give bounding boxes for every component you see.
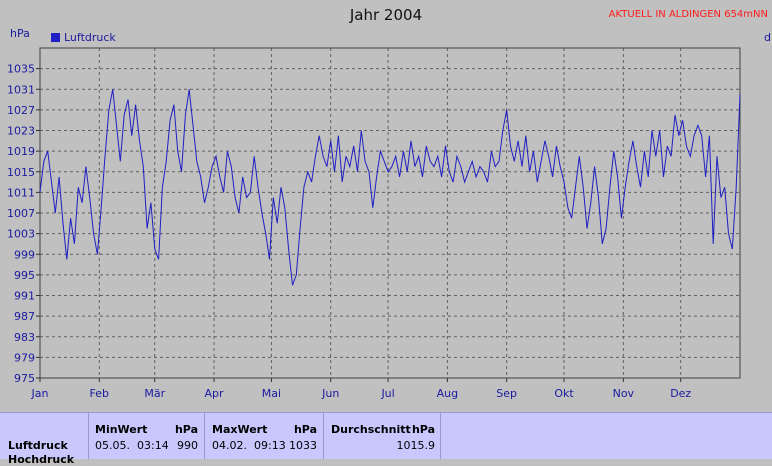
series-line-luftdruck — [39, 89, 741, 286]
max-header: MaxWert — [212, 423, 268, 436]
y-tick-label: 1023 — [7, 125, 35, 138]
min-unit: hPa — [174, 423, 198, 436]
y-tick-label: 1019 — [7, 145, 35, 158]
y-tick-label: 979 — [14, 351, 35, 364]
y-tick-label: 991 — [14, 290, 35, 303]
plot-svg: 975 979 983 987 991 995 999 1003 1007 1011 1015 101… — [7, 47, 741, 400]
max-unit: hPa — [293, 423, 317, 436]
x-tick-label: Okt — [554, 387, 574, 400]
y-tick-label: 1031 — [7, 83, 35, 96]
min-header: MinWert — [95, 423, 148, 436]
y-tick-label: 1027 — [7, 104, 35, 117]
legend-swatch — [51, 33, 60, 42]
y-tick-label: 1011 — [7, 186, 35, 199]
legend-label: Luftdruck — [64, 31, 116, 44]
stats-panel: Luftdruck Hochdruck MinWert hPa 05.05. 0… — [0, 412, 772, 466]
min-date: 05.05. — [95, 439, 130, 452]
x-tick-label: Mai — [262, 387, 281, 400]
chart-title: Jahr 2004 — [349, 6, 423, 24]
row-label-2: Hochdruck — [8, 453, 75, 466]
chart-area: Jahr 2004 AKTUELL IN ALDINGEN 654mNN hPa… — [7, 6, 771, 400]
stats-row-label-cell: Luftdruck Hochdruck — [0, 413, 89, 466]
y-tick-label: 1003 — [7, 228, 35, 241]
min-value: 990 — [177, 439, 198, 452]
x-tick-label: Sep — [496, 387, 517, 400]
x-tick-label: Nov — [613, 387, 635, 400]
y-tick-label: 983 — [14, 331, 35, 344]
row-label: Luftdruck — [8, 439, 68, 452]
max-time: 09:13 — [254, 439, 286, 452]
y-tick-label: 1035 — [7, 63, 35, 76]
avg-value: 1015.9 — [396, 439, 436, 452]
x-tick-label: Apr — [205, 387, 225, 400]
y-tick-label: 1015 — [7, 166, 35, 179]
x-tick-label: Dez — [670, 387, 691, 400]
y-unit-label: hPa — [10, 27, 30, 40]
x-tick-label: Jan — [31, 387, 49, 400]
max-date: 04.02. — [212, 439, 247, 452]
avg-cell: Durchschnitt hPa 1015.9 — [324, 413, 441, 459]
y-tick-label: 1007 — [7, 207, 35, 220]
avg-header: Durchschnitt — [331, 423, 411, 436]
min-cell: MinWert hPa 05.05. 03:14 990 — [89, 413, 205, 459]
plot-frame — [39, 47, 741, 379]
y-tick-label: 975 — [14, 372, 35, 385]
min-time: 03:14 — [137, 439, 169, 452]
x-tick-label: Aug — [437, 387, 458, 400]
cut-off-label: d — [764, 31, 771, 44]
y-tick-label: 995 — [14, 269, 35, 282]
x-tick-label: Jun — [321, 387, 339, 400]
legend: Luftdruck — [51, 31, 116, 44]
x-tick-label: Jul — [380, 387, 394, 400]
x-tick-label: Mär — [144, 387, 165, 400]
x-tick-label: Feb — [90, 387, 109, 400]
station-banner: AKTUELL IN ALDINGEN 654mNN — [608, 9, 768, 20]
y-tick-label: 999 — [14, 248, 35, 261]
max-cell: MaxWert hPa 04.02. 09:13 1033 — [205, 413, 324, 459]
max-value: 1033 — [289, 439, 317, 452]
avg-unit: hPa — [411, 423, 435, 436]
y-tick-label: 987 — [14, 310, 35, 323]
